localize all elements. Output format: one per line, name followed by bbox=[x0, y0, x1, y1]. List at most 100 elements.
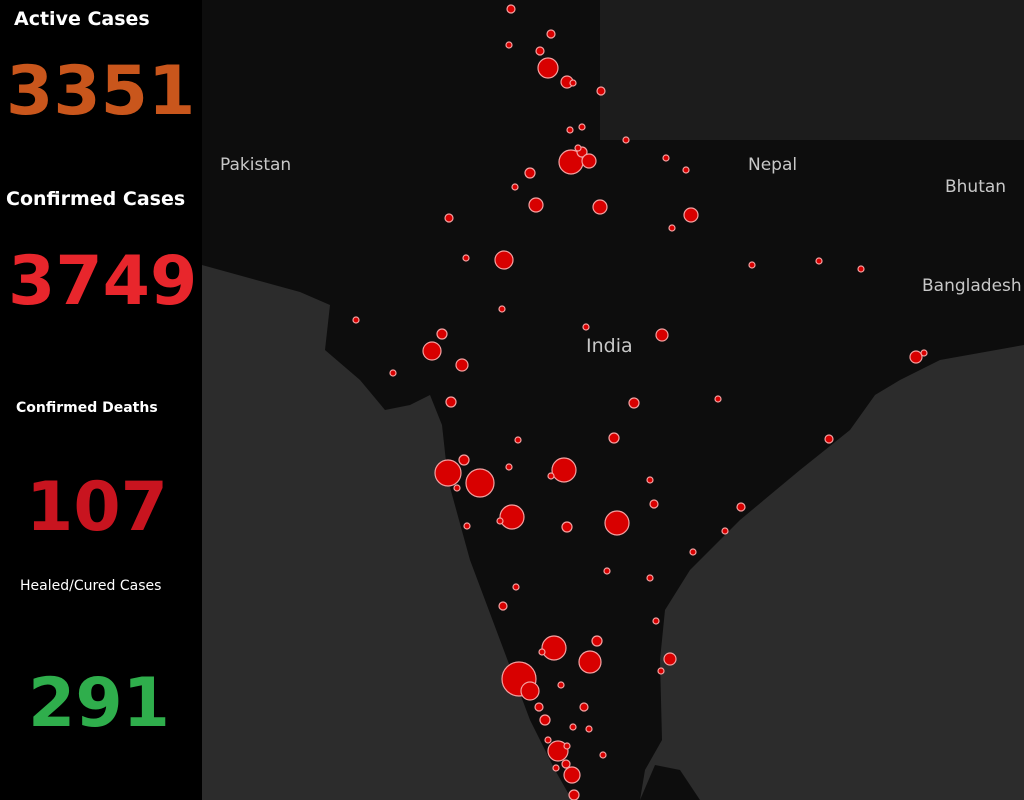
case-bubble bbox=[714, 395, 722, 403]
stat-value: 107 bbox=[26, 468, 168, 547]
case-bubble bbox=[909, 350, 923, 364]
case-bubble bbox=[535, 46, 545, 56]
case-bubble bbox=[455, 358, 469, 372]
place-label: Bangladesh bbox=[922, 276, 1022, 296]
case-bubble bbox=[652, 617, 660, 625]
case-bubble bbox=[563, 766, 581, 784]
case-bubble bbox=[596, 86, 606, 96]
case-bubble bbox=[537, 57, 559, 79]
case-bubble bbox=[534, 702, 544, 712]
mountains bbox=[600, 0, 1024, 140]
case-bubble bbox=[655, 328, 669, 342]
case-bubble bbox=[544, 736, 552, 744]
case-bubble bbox=[668, 224, 676, 232]
case-bubble bbox=[547, 472, 555, 480]
case-bubble bbox=[646, 476, 654, 484]
case-bubble bbox=[608, 432, 620, 444]
case-bubble bbox=[582, 323, 590, 331]
case-bubble bbox=[682, 166, 690, 174]
case-bubble bbox=[748, 261, 756, 269]
case-bubble bbox=[568, 789, 580, 800]
case-bubble bbox=[506, 4, 516, 14]
case-bubble bbox=[496, 517, 504, 525]
arabian-sea bbox=[202, 265, 572, 800]
case-bubble bbox=[721, 527, 729, 535]
case-bubble bbox=[505, 463, 513, 471]
case-bubble bbox=[520, 681, 540, 701]
sri-lanka bbox=[640, 765, 700, 800]
case-bubble bbox=[539, 714, 551, 726]
case-bubble bbox=[920, 349, 928, 357]
case-bubble bbox=[458, 454, 470, 466]
case-bubble bbox=[352, 316, 360, 324]
bay-of-bengal bbox=[640, 345, 1024, 800]
case-bubble bbox=[551, 457, 577, 483]
stat-value: 3351 bbox=[6, 52, 196, 131]
case-bubble bbox=[512, 583, 520, 591]
case-bubble bbox=[552, 764, 560, 772]
stat-value: 291 bbox=[28, 664, 170, 743]
case-bubble bbox=[389, 369, 397, 377]
case-bubble bbox=[557, 681, 565, 689]
case-bubble bbox=[569, 723, 577, 731]
case-bubble bbox=[591, 635, 603, 647]
case-bubble bbox=[574, 144, 582, 152]
case-bubble bbox=[422, 341, 442, 361]
case-bubble bbox=[592, 199, 608, 215]
case-bubble bbox=[689, 548, 697, 556]
case-bubble bbox=[453, 484, 461, 492]
case-bubble bbox=[511, 183, 519, 191]
case-bubble bbox=[546, 29, 556, 39]
map: Pakistan Nepal Bhutan Bangladesh India bbox=[202, 0, 1024, 800]
place-label: Bhutan bbox=[945, 177, 1006, 197]
case-bubble bbox=[444, 213, 454, 223]
case-bubble bbox=[566, 126, 574, 134]
stat-label: Confirmed Cases bbox=[6, 188, 186, 210]
case-bubble bbox=[561, 759, 571, 769]
stats-panel: Active Cases 3351 Confirmed Cases 3749 C… bbox=[0, 0, 202, 800]
case-bubble bbox=[579, 702, 589, 712]
case-bubble bbox=[569, 79, 577, 87]
stat-value: 3749 bbox=[8, 242, 198, 321]
case-bubble bbox=[622, 136, 630, 144]
case-bubble bbox=[445, 396, 457, 408]
case-bubble bbox=[538, 648, 546, 656]
place-label: Nepal bbox=[748, 155, 797, 175]
case-bubble bbox=[434, 459, 462, 487]
case-bubble bbox=[528, 197, 544, 213]
case-bubble bbox=[514, 436, 522, 444]
stat-label: Healed/Cured Cases bbox=[20, 578, 162, 594]
case-bubble bbox=[465, 468, 495, 498]
case-bubble bbox=[603, 567, 611, 575]
case-bubble bbox=[628, 397, 640, 409]
case-bubble bbox=[824, 434, 834, 444]
case-bubble bbox=[436, 328, 448, 340]
case-bubble bbox=[663, 652, 677, 666]
case-bubble bbox=[498, 305, 506, 313]
case-bubble bbox=[494, 250, 514, 270]
case-bubble bbox=[649, 499, 659, 509]
case-bubble bbox=[462, 254, 470, 262]
case-bubble bbox=[683, 207, 699, 223]
case-bubble bbox=[541, 635, 567, 661]
case-bubble bbox=[585, 725, 593, 733]
place-label: Pakistan bbox=[220, 155, 291, 175]
case-bubble bbox=[578, 123, 586, 131]
case-bubble bbox=[662, 154, 670, 162]
case-bubble bbox=[736, 502, 746, 512]
place-label: India bbox=[586, 335, 633, 357]
case-bubble bbox=[547, 740, 569, 762]
case-bubble bbox=[561, 521, 573, 533]
case-bubble bbox=[657, 667, 665, 675]
case-bubbles bbox=[352, 4, 928, 800]
stat-label: Confirmed Deaths bbox=[16, 400, 158, 416]
case-bubble bbox=[563, 742, 571, 750]
case-bubble bbox=[498, 601, 508, 611]
case-bubble bbox=[524, 167, 536, 179]
case-bubble bbox=[499, 504, 525, 530]
case-bubble bbox=[646, 574, 654, 582]
case-bubble bbox=[599, 751, 607, 759]
case-bubble bbox=[463, 522, 471, 530]
case-bubble bbox=[604, 510, 630, 536]
